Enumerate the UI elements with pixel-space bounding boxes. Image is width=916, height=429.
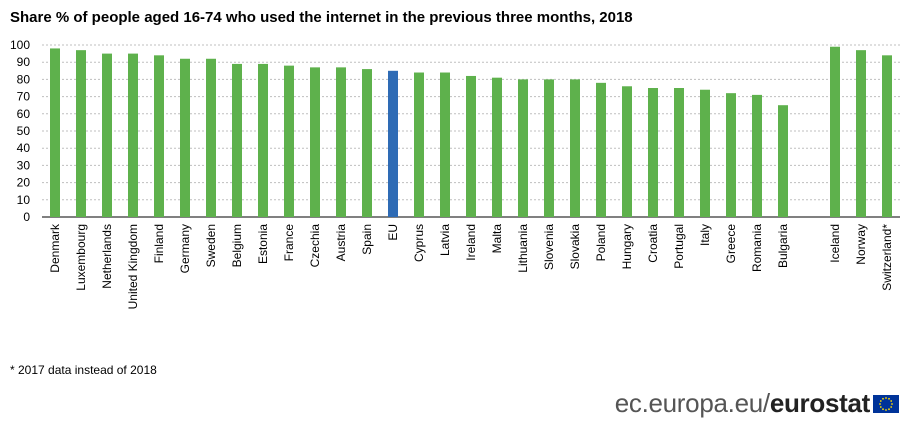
- bar[interactable]: [752, 94, 762, 217]
- bar-chart: 0 10 20 30 40 50 60 70 80 90 100 Denmark Luxembourg…: [10, 38, 900, 309]
- brand-name: eurostat: [769, 388, 870, 418]
- flag-star: [888, 397, 890, 400]
- bar[interactable]: [440, 72, 450, 218]
- x-tick-label: Iceland: [828, 224, 842, 263]
- eu-flag-icon: [873, 395, 899, 413]
- bar[interactable]: [206, 58, 216, 218]
- footnote: * 2017 data instead of 2018: [10, 363, 157, 377]
- x-tick-label: Greece: [724, 224, 738, 264]
- x-tick-label: Portugal: [672, 224, 686, 269]
- flag-star: [890, 400, 893, 402]
- x-tick-label: Slovenia: [542, 224, 556, 270]
- bar[interactable]: [648, 88, 658, 217]
- bar[interactable]: [700, 89, 710, 217]
- flag-star: [882, 397, 884, 400]
- x-tick-label: Poland: [594, 224, 608, 261]
- x-tick-label: Denmark: [48, 223, 62, 273]
- bar[interactable]: [180, 58, 190, 218]
- bar[interactable]: [596, 82, 606, 217]
- bar[interactable]: [492, 77, 502, 218]
- x-tick-label: Austria: [334, 224, 348, 262]
- bar[interactable]: [154, 55, 164, 217]
- x-tick-label: Lithuania: [516, 224, 530, 273]
- bar[interactable]: [778, 105, 788, 217]
- y-tick-label: 40: [17, 141, 31, 155]
- x-tick-label: Germany: [178, 224, 192, 273]
- bar[interactable]: [284, 65, 294, 217]
- x-tick-label: Bulgaria: [776, 224, 790, 268]
- bar[interactable]: [414, 72, 424, 218]
- y-tick-label: 80: [17, 72, 31, 86]
- bar[interactable]: [336, 67, 346, 217]
- x-axis-labels: Denmark Luxembourg Netherlands United Kingd…: [48, 223, 894, 309]
- bar[interactable]: [362, 69, 372, 217]
- bar[interactable]: [232, 63, 242, 217]
- bar[interactable]: [622, 86, 632, 217]
- flag-star: [885, 409, 887, 411]
- bar[interactable]: [570, 79, 580, 218]
- flag-star: [879, 403, 881, 405]
- bar[interactable]: [310, 67, 320, 217]
- x-tick-label: Belgium: [230, 224, 244, 267]
- x-tick-label: Czechia: [308, 224, 322, 268]
- bar[interactable]: [258, 63, 268, 217]
- y-tick-label: 20: [17, 176, 31, 190]
- x-tick-label: Romania: [750, 224, 764, 272]
- x-tick-label: Hungary: [620, 224, 634, 269]
- brand-site: ec.europa.eu/: [614, 388, 770, 418]
- x-tick-label: Sweden: [204, 224, 218, 267]
- flag-star: [882, 408, 884, 411]
- flag-star: [890, 406, 893, 408]
- bar[interactable]: [830, 46, 840, 217]
- x-tick-label: Netherlands: [100, 224, 114, 289]
- bar[interactable]: [128, 53, 138, 217]
- x-tick-label: Norway: [854, 224, 868, 265]
- bars: [50, 46, 892, 218]
- y-tick-label: 70: [17, 90, 31, 104]
- eurostat-logo[interactable]: ec.europa.eu/eurostat: [614, 388, 871, 419]
- bar[interactable]: [50, 48, 60, 217]
- x-tick-label: Italy: [698, 224, 712, 246]
- x-tick-label: Latvia: [438, 224, 452, 256]
- y-tick-label: 60: [17, 107, 31, 121]
- bar[interactable]: [76, 50, 86, 217]
- flag-star: [891, 403, 893, 405]
- bar[interactable]: [882, 55, 892, 217]
- y-tick-label: 0: [23, 210, 30, 224]
- flag-star: [885, 397, 887, 399]
- y-tick-label: 100: [10, 38, 30, 52]
- x-tick-label: Spain: [360, 224, 374, 255]
- flag-star: [888, 408, 890, 411]
- x-tick-label: France: [282, 224, 296, 262]
- bar[interactable]: [674, 88, 684, 217]
- x-tick-label: Malta: [490, 224, 504, 254]
- x-tick-label: United Kingdom: [126, 224, 140, 309]
- bar[interactable]: [388, 70, 398, 217]
- x-tick-label: Slovakia: [568, 224, 582, 270]
- flag-star: [879, 406, 882, 408]
- flag-star: [879, 400, 882, 402]
- y-tick-label: 30: [17, 158, 31, 172]
- x-tick-label: Switzerland*: [880, 224, 894, 291]
- bar[interactable]: [466, 75, 476, 218]
- y-tick-label: 50: [17, 124, 31, 138]
- x-tick-label: Cyprus: [412, 224, 426, 262]
- x-tick-label: Estonia: [256, 224, 270, 264]
- bar[interactable]: [726, 93, 736, 217]
- x-tick-label: Croatia: [646, 224, 660, 263]
- x-tick-label: Luxembourg: [74, 224, 88, 291]
- bar[interactable]: [544, 79, 554, 218]
- y-tick-label: 10: [17, 193, 31, 207]
- y-tick-label: 90: [17, 55, 31, 69]
- y-axis-ticks: 0 10 20 30 40 50 60 70 80 90 100: [10, 38, 30, 224]
- bar[interactable]: [856, 50, 866, 217]
- bar[interactable]: [102, 53, 112, 217]
- x-tick-label: Ireland: [464, 224, 478, 261]
- x-tick-label: Finland: [152, 224, 166, 263]
- bar[interactable]: [518, 79, 528, 218]
- x-tick-label: EU: [386, 224, 400, 241]
- chart-title: Share % of people aged 16-74 who used th…: [10, 9, 633, 26]
